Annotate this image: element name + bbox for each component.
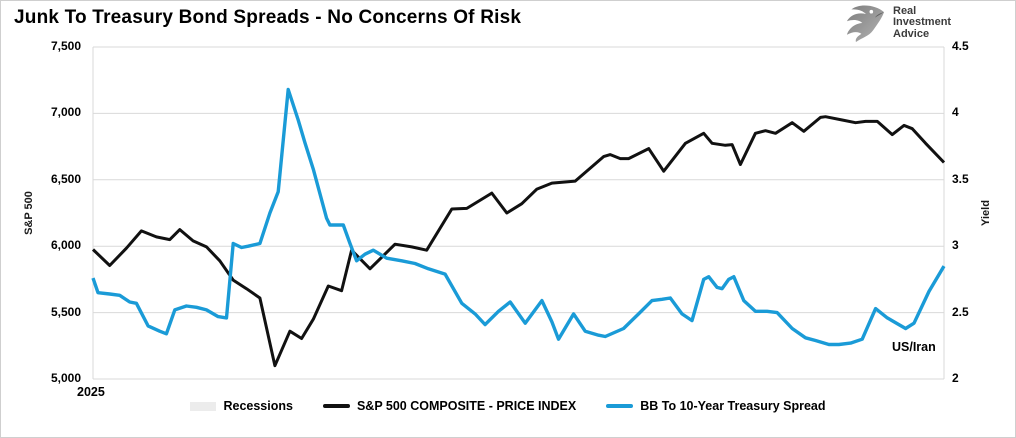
legend-item-bb-spread: BB To 10-Year Treasury Spread: [606, 399, 826, 413]
sp500-line-swatch: [322, 404, 350, 408]
brand-line-3: Advice: [893, 27, 930, 40]
page-title: Junk To Treasury Bond Spreads - No Conce…: [14, 7, 522, 28]
legend-label: BB To 10-Year Treasury Spread: [640, 399, 826, 413]
left-axis-tick: 6,500: [50, 171, 81, 186]
left-axis-tick: 6,000: [50, 238, 81, 253]
legend-label: Recessions: [223, 399, 293, 413]
bb-spread-series-line: [91, 87, 946, 347]
right-axis-title: Yield: [980, 200, 992, 226]
right-axis-tick: 2.5: [952, 304, 969, 319]
right-axis-tick: 3.5: [952, 171, 969, 186]
x-axis-tick-2025: 2025: [77, 385, 105, 399]
left-axis-tick: 7,000: [50, 105, 81, 120]
brand-line-1: Real: [893, 4, 917, 17]
legend-item-sp500: S&P 500 COMPOSITE - PRICE INDEX: [322, 399, 577, 413]
bb-spread-line-swatch: [606, 404, 634, 408]
us-iran-annotation: US/Iran: [892, 340, 936, 354]
left-axis-title: S&P 500: [23, 191, 35, 235]
eagle-icon: [846, 5, 884, 42]
legend: Recessions S&P 500 COMPOSITE - PRICE IND…: [1, 399, 1015, 413]
left-axis-tick: 5,500: [50, 304, 81, 319]
sp500-series-line: [91, 115, 946, 368]
left-axis-tick: 5,000: [50, 371, 81, 385]
brand-logo: Real Investment Advice: [842, 4, 951, 42]
brand-line-2: Investment: [893, 16, 952, 29]
legend-label: S&P 500 COMPOSITE - PRICE INDEX: [356, 399, 577, 413]
legend-item-recessions: Recessions: [190, 399, 293, 413]
left-axis-tick: 7,500: [50, 39, 81, 53]
right-axis-tick: 4: [952, 105, 959, 120]
recessions-swatch: [190, 401, 217, 411]
brand-logo-text: Real Investment Advice: [893, 4, 952, 41]
right-axis-tick: 3: [952, 238, 959, 253]
right-axis-tick: 2: [952, 371, 959, 385]
right-axis-tick: 4.5: [952, 39, 969, 53]
